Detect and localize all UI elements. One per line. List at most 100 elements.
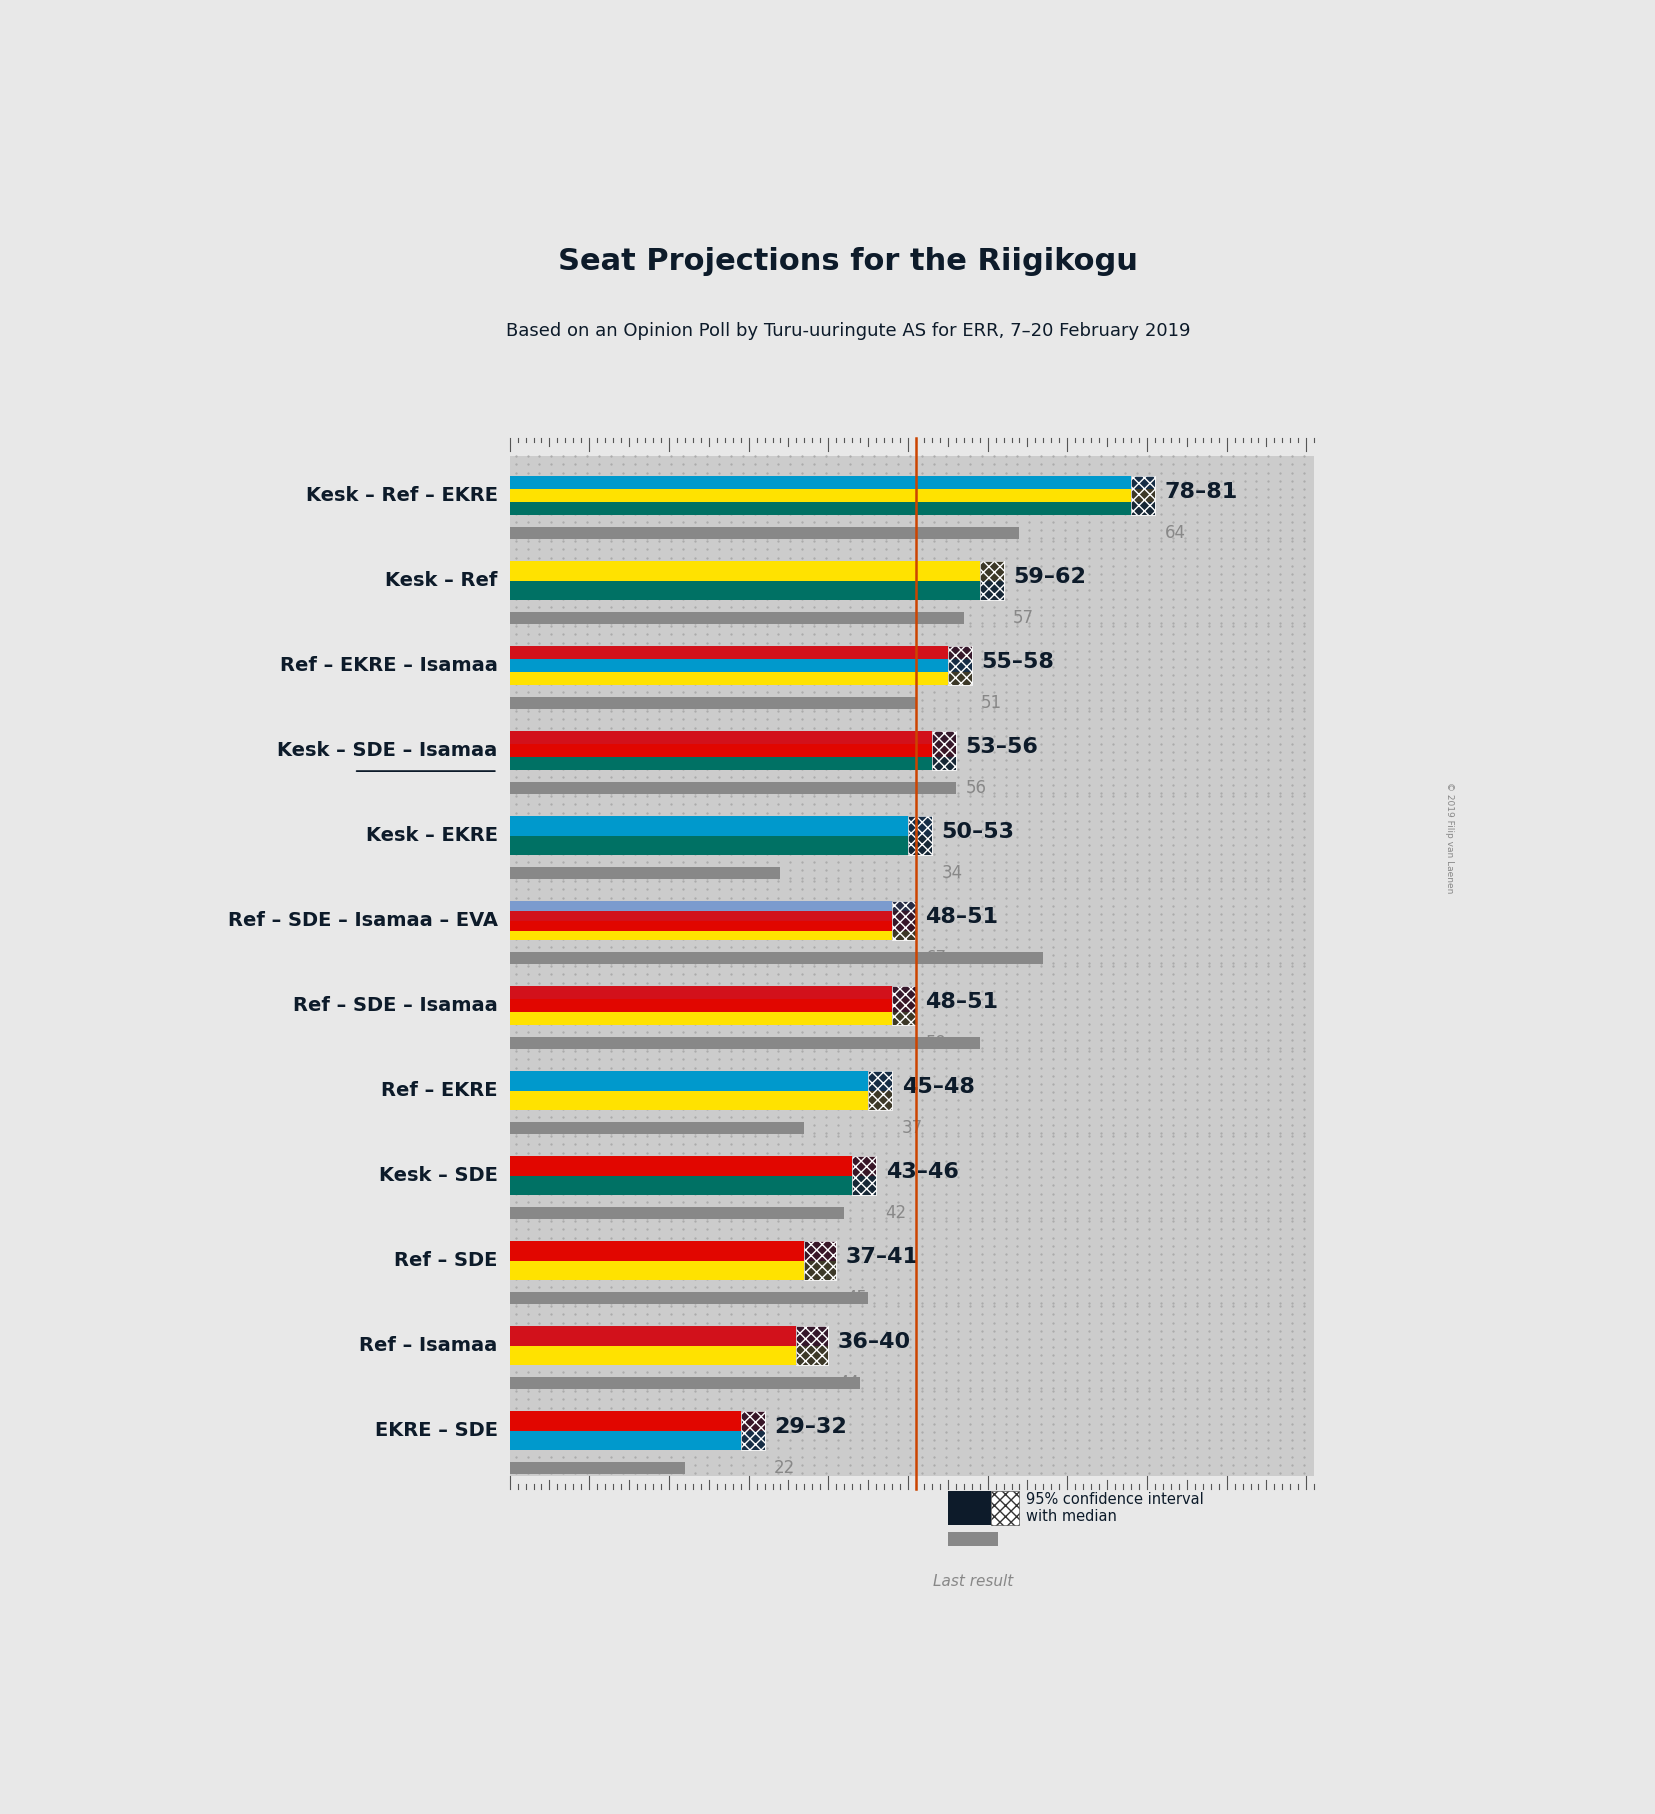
Bar [510, 782, 955, 795]
Text: Ref – Isamaa: Ref – Isamaa [359, 1337, 498, 1355]
Bar [510, 1136, 1314, 1221]
Text: Ref – SDE: Ref – SDE [394, 1252, 498, 1270]
Bar [1130, 477, 1155, 515]
Bar [804, 1241, 836, 1281]
Bar [510, 580, 1003, 600]
Bar [510, 965, 1314, 1050]
Bar [510, 455, 1314, 541]
Bar [510, 922, 915, 931]
Bar [510, 1000, 915, 1012]
Text: 45: 45 [846, 1290, 867, 1308]
Text: EKRE – SDE: EKRE – SDE [374, 1422, 498, 1440]
Text: 42: 42 [885, 1204, 907, 1223]
Bar [510, 1431, 765, 1449]
Bar [510, 1391, 1314, 1475]
Text: Kesk – SDE – Isamaa: Kesk – SDE – Isamaa [278, 742, 498, 760]
Bar [510, 880, 1314, 965]
Text: Ref – EKRE: Ref – EKRE [381, 1081, 498, 1101]
Text: 57: 57 [1013, 610, 1034, 628]
Text: 59–62: 59–62 [1013, 568, 1086, 588]
Text: 44: 44 [837, 1373, 859, 1391]
Text: 45–48: 45–48 [902, 1078, 975, 1097]
Bar [510, 1090, 892, 1110]
Bar [510, 502, 1155, 515]
Text: 56: 56 [965, 778, 986, 796]
Bar [510, 711, 1314, 796]
Text: Kesk – Ref: Kesk – Ref [386, 571, 498, 590]
Text: 48–51: 48–51 [925, 992, 998, 1012]
Bar [510, 1346, 828, 1366]
Bar [980, 561, 1003, 600]
Bar [510, 1121, 804, 1134]
Bar [510, 931, 915, 940]
Text: 51: 51 [981, 695, 1003, 713]
Bar [932, 731, 955, 771]
Bar [510, 1221, 1314, 1306]
Text: 37: 37 [902, 1119, 923, 1137]
Bar [892, 902, 915, 940]
Bar [948, 646, 971, 686]
Bar [869, 1072, 892, 1110]
Bar [510, 952, 1043, 965]
Text: Ref – SDE – Isamaa: Ref – SDE – Isamaa [293, 996, 498, 1016]
Bar [510, 1038, 980, 1048]
Bar [510, 1175, 875, 1195]
Bar [869, 1072, 892, 1110]
Bar [510, 1050, 1314, 1136]
Bar [510, 1326, 828, 1346]
Text: 48–51: 48–51 [925, 907, 998, 927]
Bar [510, 756, 955, 771]
Text: 59: 59 [925, 1034, 947, 1052]
Bar [510, 541, 1314, 626]
Bar [510, 477, 1155, 490]
Bar [804, 1241, 836, 1281]
Bar [892, 987, 915, 1025]
Bar [510, 796, 1314, 880]
Bar [510, 902, 915, 911]
Text: 64: 64 [1165, 524, 1185, 542]
Text: 95% confidence interval
with median: 95% confidence interval with median [1026, 1491, 1203, 1524]
Bar [852, 1156, 875, 1195]
Bar [510, 1156, 875, 1175]
Text: Kesk – Ref – EKRE: Kesk – Ref – EKRE [306, 486, 498, 506]
Bar [948, 1533, 998, 1546]
Text: Seat Projections for the Riigikogu: Seat Projections for the Riigikogu [558, 247, 1139, 276]
Bar [510, 697, 915, 709]
Bar [1130, 477, 1155, 515]
Bar [510, 526, 1019, 539]
Text: 36–40: 36–40 [837, 1331, 910, 1351]
Bar [741, 1411, 765, 1449]
Bar [991, 1491, 1019, 1526]
Bar [510, 744, 955, 756]
Text: 34: 34 [942, 863, 963, 882]
Text: Kesk – SDE: Kesk – SDE [379, 1166, 498, 1185]
Bar [510, 611, 963, 624]
Text: Ref – EKRE – Isamaa: Ref – EKRE – Isamaa [280, 657, 498, 675]
Bar [510, 490, 1155, 502]
Bar [510, 1261, 836, 1281]
Bar [796, 1326, 828, 1366]
Bar [892, 902, 915, 940]
Bar [932, 731, 955, 771]
Text: Kesk – EKRE: Kesk – EKRE [366, 827, 498, 845]
Bar [510, 1306, 1314, 1391]
Bar [948, 1491, 991, 1526]
Bar [510, 1292, 869, 1304]
Bar [510, 1072, 892, 1090]
Bar [510, 911, 915, 922]
Text: 43–46: 43–46 [885, 1163, 958, 1183]
Bar [510, 626, 1314, 711]
Bar [796, 1326, 828, 1366]
Text: © 2019 Filip van Laenen: © 2019 Filip van Laenen [1445, 782, 1455, 892]
Bar [510, 561, 1003, 580]
Bar [510, 1206, 844, 1219]
Bar [909, 816, 932, 856]
Text: Last result: Last result [933, 1575, 1013, 1589]
Bar [510, 731, 955, 744]
Bar [510, 836, 932, 856]
Text: Ref – SDE – Isamaa – EVA: Ref – SDE – Isamaa – EVA [228, 911, 498, 931]
Bar [510, 658, 971, 673]
Text: 67: 67 [925, 949, 947, 967]
Text: 53–56: 53–56 [965, 736, 1038, 756]
Bar [948, 646, 971, 686]
